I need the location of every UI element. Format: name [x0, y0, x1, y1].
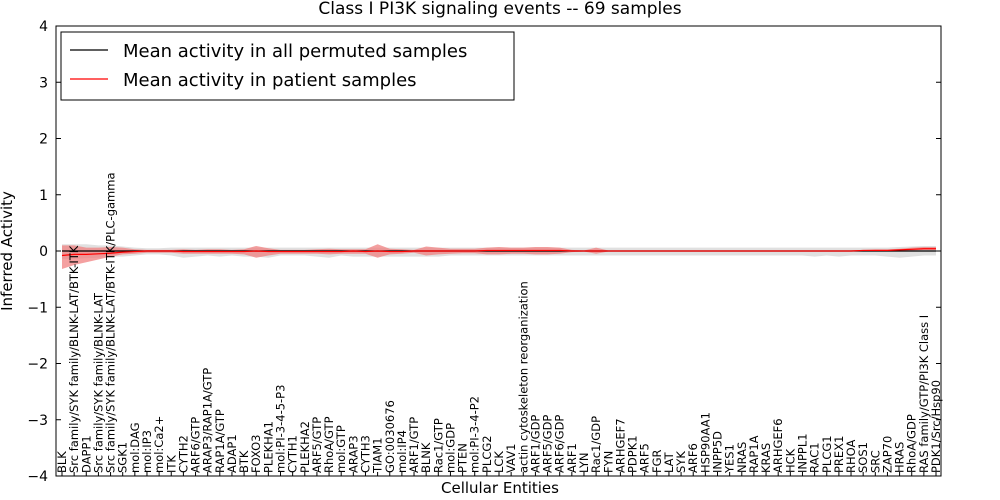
x-tick-label: PLEKHA2 [298, 421, 312, 473]
x-tick-label: PLEKHA1 [261, 421, 275, 473]
x-tick-label: HRAS [893, 442, 907, 473]
confidence-bands [62, 244, 936, 269]
x-tick-label: mol:IP4 [395, 430, 409, 473]
x-axis-ticks [61, 472, 937, 476]
x-tick-label: NRAS [735, 442, 749, 473]
y-tick-label: 0 [39, 244, 48, 260]
y-tick-label: −3 [27, 413, 48, 429]
x-tick-label: PLCG2 [480, 435, 494, 473]
y-tick-label: −4 [27, 469, 48, 485]
x-tick-label: ARF6/GDP [553, 415, 567, 473]
x-tick-label: ITK [164, 455, 178, 473]
x-tick-label: ARF6 [686, 443, 700, 473]
x-tick-label: mol:PI-3-4-P2 [468, 396, 482, 473]
x-tick-label: PTEN [456, 443, 470, 473]
x-tick-label: mol:GDP [443, 423, 457, 473]
x-tick-label: ARF5/GTP [310, 417, 324, 473]
x-tick-label: mol:DAG [128, 422, 142, 473]
x-tick-label: HSP90AA1 [698, 412, 712, 473]
legend-label-permuted: Mean activity in all permuted samples [123, 41, 467, 62]
y-tick-label: 3 [39, 75, 48, 91]
x-tick-label: ARF1 [565, 443, 579, 473]
legend-box [60, 31, 515, 101]
legend-label-patient: Mean activity in patient samples [123, 70, 417, 91]
x-tick-label: RAP1A/GTP [213, 409, 227, 473]
x-tick-label: ADAP1 [225, 434, 239, 473]
x-tick-label: Rac1/GTP [431, 418, 445, 473]
y-tick-label: −2 [27, 357, 48, 373]
x-tick-label: YES1 [723, 444, 737, 474]
series-lines [61, 248, 936, 257]
x-tick-label: Rac1/GDP [589, 416, 603, 473]
y-tick-label: −1 [27, 300, 48, 316]
x-tick-label: RHOA [844, 440, 858, 473]
x-tick-label: VAV1 [504, 444, 518, 473]
y-axis-ticks: 4 3 2 1 0 −1 −2 −3 −4 [27, 19, 941, 485]
x-tick-label: ARHGEF7 [613, 418, 627, 473]
legend: Mean activity in all permuted samples Me… [60, 31, 515, 101]
x-tick-label: INPP5D [711, 431, 725, 473]
series-line-patient [61, 248, 936, 257]
x-tick-label: TIAM1 [371, 437, 385, 474]
y-tick-label: 4 [39, 19, 48, 35]
x-tick-label: RAC1 [808, 442, 822, 473]
x-tick-label: PDK1/Src/Hsp90 [929, 380, 943, 473]
x-tick-label: RhoA/GDP [905, 414, 919, 473]
x-tick-label: BLK [55, 451, 69, 473]
x-tick-label: SRC [868, 450, 882, 473]
x-tick-label: GO:0030676 [383, 400, 397, 473]
x-tick-label: ARAP3/RAP1A/GTP [201, 368, 215, 473]
x-tick-label: ARF5 [638, 443, 652, 473]
x-tick-label: ZAP70 [880, 436, 894, 473]
y-axis-label: Inferred Activity [0, 191, 16, 311]
x-tick-label: CYTH1 [286, 435, 300, 473]
x-tick-label: LCK [492, 451, 506, 473]
x-tick-label: BTK [237, 450, 251, 473]
x-tick-label: SOS1 [856, 442, 870, 473]
x-tick-label: CYTH2 [176, 435, 190, 473]
x-tick-label: ARAP3 [346, 435, 360, 473]
x-tick-label: ARF1/GDP [528, 415, 542, 473]
y-tick-label: 1 [39, 188, 48, 204]
x-tick-label: DAPP1 [79, 435, 93, 473]
x-tick-label: CYTH3 [358, 435, 372, 473]
x-tick-label: HCK [783, 448, 797, 473]
x-tick-label: Src family/SYK family/BLNK-LAT [91, 292, 105, 473]
x-tick-label: RAP1A [747, 435, 761, 473]
x-tick-label: SYK [674, 451, 688, 473]
x-tick-label: FYN [601, 451, 615, 473]
x-tick-label: ARF5/GDP [541, 415, 555, 473]
x-tick-label: FOXO3 [249, 435, 263, 473]
x-tick-label: ARF1/GTP [407, 417, 421, 473]
x-tick-label: mol:GTP [334, 425, 348, 473]
x-axis-label: Cellular Entities [441, 479, 559, 497]
x-tick-label: BLNK [419, 442, 433, 473]
x-tick-label: INPPL1 [795, 433, 809, 473]
x-tick-label: ARHGEF6 [771, 418, 785, 473]
x-tick-label: Src family/SYK family/BLNK-LAT/BTK-ITK/P… [104, 173, 118, 474]
x-tick-label: mol:IP3 [140, 430, 154, 473]
x-tick-label: LAT [662, 451, 676, 473]
x-tick-label: RhoA/GTP [322, 416, 336, 473]
y-tick-label: 2 [39, 132, 48, 148]
x-tick-label: ARF6/GTP [189, 417, 203, 473]
x-tick-label: PLCG1 [820, 435, 834, 473]
x-tick-label: PREX1 [832, 436, 846, 473]
x-tick-label: KRAS [759, 443, 773, 473]
x-tick-label: FGR [650, 449, 664, 473]
x-tick-label: actin cytoskeleton reorganization [516, 281, 530, 473]
x-tick-label: SGK1 [116, 442, 130, 473]
x-tick-label: mol:Ca2+ [152, 416, 166, 473]
x-tick-label: RAS family/GTP/PI3K Class I [917, 315, 931, 473]
x-tick-label: PDPK1 [626, 435, 640, 473]
x-tick-label: Src family/SYK family/BLNK-LAT/BTK-ITK [67, 245, 81, 473]
chart-title: Class I PI3K signaling events -- 69 samp… [318, 0, 681, 19]
x-tick-label: LYN [577, 452, 591, 473]
x-tick-label: mol:PI-3-4-5-P3 [274, 385, 288, 473]
